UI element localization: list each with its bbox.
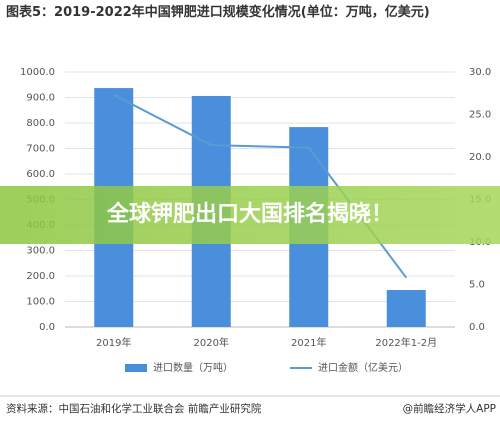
- title-box: 图表5：2019-2022年中国钾肥进口规模变化情况(单位：万吨，亿美元): [6, 5, 430, 20]
- y-tick-label: 700.0: [26, 144, 55, 155]
- y-tick-label: 800.0: [26, 118, 55, 129]
- legend-swatch: [125, 364, 147, 372]
- y2-tick-label: 20.0: [469, 152, 491, 163]
- y-tick-label: 600.0: [26, 169, 55, 180]
- banner-text: 全球钾肥出口大国排名揭晓！: [106, 201, 393, 227]
- bar: [386, 290, 426, 327]
- y-tick-label: 1000.0: [20, 67, 55, 78]
- y2-tick-label: 30.0: [469, 67, 491, 78]
- x-tick-label: 2020年: [194, 336, 229, 349]
- y2-tick-label: 0.0: [469, 322, 485, 333]
- chart-title: 图表5：2019-2022年中国钾肥进口规模变化情况(单位：万吨，亿美元): [6, 5, 430, 20]
- y2-tick-label: 25.0: [469, 110, 491, 121]
- y-tick-label: 900.0: [26, 93, 55, 104]
- y2-tick-label: 5.0: [469, 280, 485, 291]
- credit: @前瞻经济学人APP: [403, 402, 496, 415]
- banner-bg: [0, 186, 500, 244]
- x-tick-label: 2021年: [291, 336, 326, 349]
- y-tick-label: 0.0: [39, 322, 55, 333]
- legend-label: 进口数量（万吨）: [153, 361, 233, 374]
- x-tick-label: 2022年1-2月: [375, 336, 437, 349]
- y-tick-label: 200.0: [26, 271, 55, 282]
- source: 资料来源：中国石油和化学工业联合会 前瞻产业研究院: [6, 402, 262, 415]
- legend-label: 进口金额（亿美元）: [318, 361, 408, 374]
- x-tick-label: 2019年: [96, 336, 131, 349]
- y-tick-label: 100.0: [26, 297, 55, 308]
- y-tick-label: 300.0: [26, 246, 55, 257]
